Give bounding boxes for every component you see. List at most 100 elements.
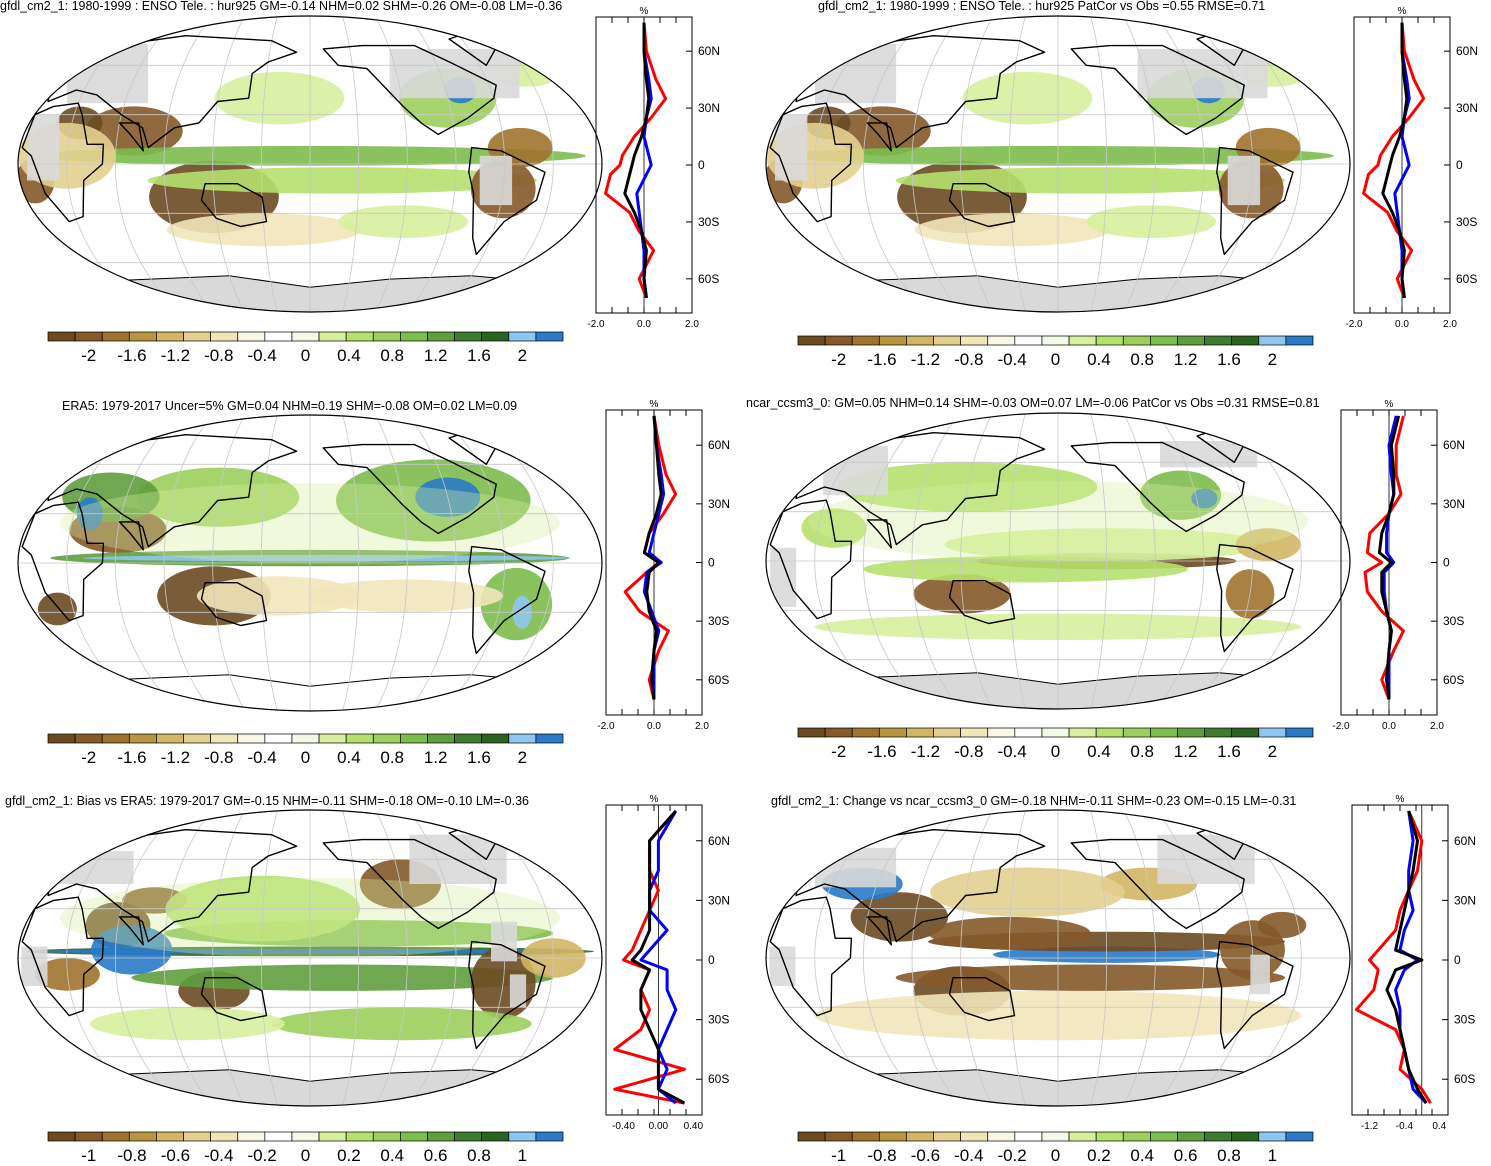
colorbar-tick-label: -0.8 [117, 1146, 146, 1165]
coastline-africa [769, 896, 853, 1017]
colorbar-swatch [878, 1131, 907, 1142]
colorbar-swatch [372, 331, 401, 342]
colorbar-swatch [291, 733, 320, 744]
colorbar-tick-label: -1.6 [867, 350, 896, 369]
colorbar-swatch [824, 335, 853, 346]
colorbar-tick-label: 0.6 [424, 1146, 448, 1165]
zonal-unit-label: % [1396, 794, 1405, 805]
colorbar-swatch [1177, 1131, 1205, 1142]
zonal-lat-label: 30N [698, 101, 720, 115]
longitude-gridline [1008, 16, 1026, 312]
coastline-australia [200, 582, 268, 627]
colorbar-swatch [128, 733, 157, 744]
zonal-series-black [623, 22, 651, 298]
masked-land [479, 155, 513, 206]
colorbar-tick-label: -0.8 [204, 748, 233, 767]
colorbar-swatch [47, 331, 76, 342]
colorbar-swatch [47, 1131, 76, 1142]
colorbar-swatch [797, 1131, 826, 1142]
map-border [17, 809, 603, 1107]
coastline-namerica [1070, 838, 1245, 930]
zonal-series-red [1363, 415, 1405, 700]
colorbar-swatch [427, 1131, 455, 1142]
colorbar-tick-label: -0.8 [954, 350, 983, 369]
zonal-lat-label: 60S [1454, 1072, 1475, 1086]
colorbar-swatch [1258, 1131, 1287, 1142]
coastline-australia [200, 183, 268, 228]
zonal-plot-f: % 60N 30N 0 30S 60S -1.2 -0.4 0.4 [1351, 794, 1476, 1132]
zonal-plot-a: % 60N 30N 0 30S 60S -2.0 0.0 2.0 [587, 6, 720, 330]
coastline-india [118, 521, 144, 551]
zonal-lat-label: 60S [708, 1072, 729, 1086]
longitude-gridline [911, 810, 961, 1106]
colorbar-swatch [797, 335, 826, 346]
colorbar-swatch [960, 1131, 989, 1142]
masked-land [769, 946, 796, 986]
colorbar-swatch [156, 331, 184, 342]
zonal-lat-label: 60N [1454, 834, 1476, 848]
zonal-lat-label: 0 [1443, 556, 1450, 570]
longitude-gridline [472, 16, 554, 312]
coastline-india [118, 916, 144, 946]
colorbar-swatch [481, 331, 510, 342]
colorbar-swatch [933, 335, 961, 346]
panel-e-title: gfdl_cm2_1: Bias vs ERA5: 1979-2017 GM=-… [5, 794, 529, 808]
longitude-gridline [862, 413, 928, 709]
colorbar-swatch [345, 1131, 374, 1142]
zonal-x-label: 2.0 [685, 319, 699, 330]
colorbar-tick-label: 0.8 [1130, 742, 1154, 761]
longitude-gridline [960, 810, 994, 1106]
colorbar-swatch [237, 733, 266, 744]
zonal-series-red [1362, 22, 1426, 299]
colorbar-tick-label: 1 [518, 1146, 527, 1165]
colorbar-swatch [508, 733, 537, 744]
zonal-series-black [1385, 810, 1428, 1104]
colorbar-swatch [1068, 1131, 1097, 1142]
zonal-x-label: 2.0 [1430, 721, 1444, 732]
colorbar-swatch [318, 733, 347, 744]
colorbar-tick-label: 0 [301, 748, 310, 767]
colorbar-swatch [960, 335, 989, 346]
zonal-lat-label: 60N [708, 834, 730, 848]
coastline-australia [948, 977, 1016, 1022]
zonal-lat-label: 60N [1443, 438, 1465, 452]
colorbar-swatch [291, 1131, 320, 1142]
colorbar-tick-label: 0 [301, 346, 310, 365]
colorbar-swatch [535, 733, 564, 744]
colorbar-tick-label: 0.4 [337, 346, 361, 365]
longitude-gridline [163, 810, 213, 1106]
zonal-series-black [1377, 415, 1401, 700]
masked-land [1227, 155, 1261, 206]
colorbar-tick-label: 0.6 [1174, 1146, 1198, 1165]
zonal-unit-label: % [1385, 399, 1394, 410]
longitude-gridline [212, 415, 246, 711]
longitude-gridline [472, 415, 554, 711]
zonal-series-black [1381, 22, 1409, 298]
map-border [765, 809, 1351, 1107]
zonal-unit-label: % [1398, 6, 1407, 17]
colorbar-tick-label: -0.4 [247, 748, 276, 767]
colorbar-swatch [427, 733, 455, 744]
coastline-namerica [1070, 441, 1245, 533]
zonal-x-label: 0.0 [1395, 319, 1409, 330]
colorbar-swatch [318, 1131, 347, 1142]
coastline-india [118, 122, 144, 152]
anomaly-region [91, 925, 173, 975]
map-border [765, 412, 1351, 710]
panel-c-title: ERA5: 1979-2017 Uncer=5% GM=0.04 NHM=0.1… [62, 399, 518, 413]
colorbar-tick-label: 1.6 [1217, 350, 1241, 369]
zonal-series-black [642, 415, 663, 700]
longitude-gridline [260, 810, 278, 1106]
colorbar-swatch [1258, 335, 1287, 346]
coastline-africa [21, 501, 105, 622]
colorbar-swatch [1285, 727, 1314, 738]
longitude-gridline [472, 810, 554, 1106]
map-panel-f [765, 809, 1351, 1107]
colorbar-c: -2 -1.6 -1.2 -0.8 -0.4 0 0.4 0.8 1.2 1.6 2 [47, 733, 564, 767]
zonal-plot-b: % 60N 30N 0 30S 60S -2.0 0.0 2.0 [1345, 6, 1478, 330]
anomaly-region [930, 867, 1125, 917]
zonal-lat-label: 30S [698, 215, 719, 229]
anomaly-region [82, 554, 570, 562]
colorbar-swatch [535, 1131, 564, 1142]
colorbar-tick-label: -2 [831, 742, 846, 761]
